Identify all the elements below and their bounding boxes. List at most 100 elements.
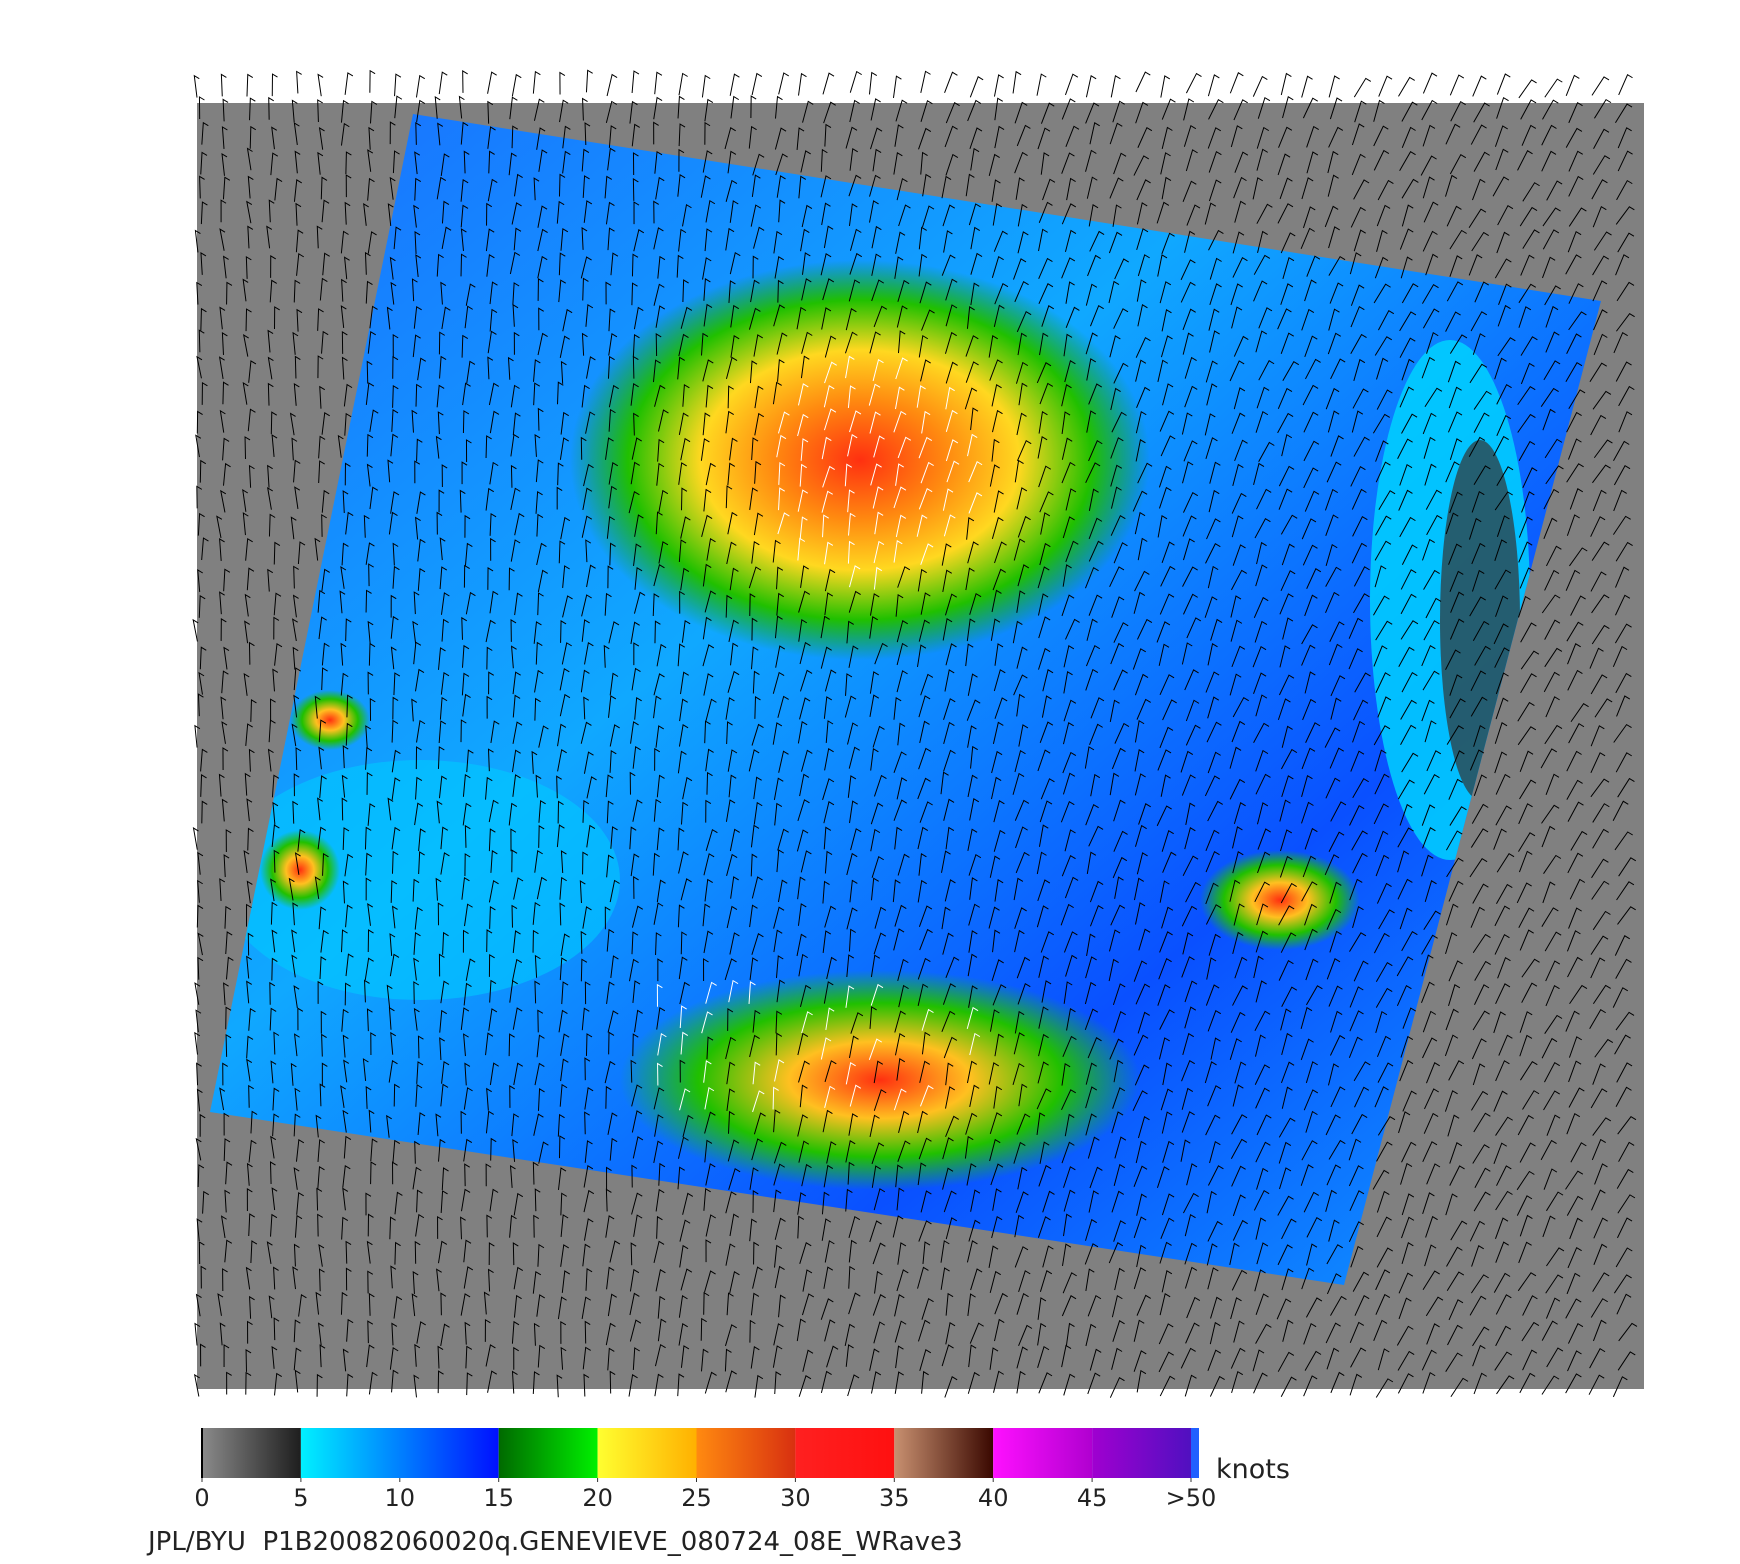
wind-barb [1301,774,1313,798]
wind-barb [702,563,712,587]
wind-barb [1616,1293,1632,1315]
wind-barb [1255,1087,1270,1109]
wind-barb [558,252,566,276]
wind-barb [894,386,905,410]
wind-barb [414,151,421,175]
wind-barb [1305,722,1321,743]
wind-barb [509,1165,516,1188]
wind-barb [608,308,616,332]
wind-barb [1330,801,1347,822]
wind-barb [680,1031,689,1055]
wind-barb [1040,512,1051,535]
wind-barb [1448,880,1464,902]
wind-barb [366,1240,373,1264]
wind-barb [1256,802,1269,825]
wind-barb [435,877,442,901]
wind-barb [772,1345,783,1368]
wind-barb [1421,644,1436,667]
wind-barb [536,127,546,150]
wind-barb [1042,178,1056,201]
wind-barb [1492,176,1510,197]
wind-barb [1277,387,1293,409]
wind-barb [321,667,328,691]
wind-barb [921,1297,934,1320]
wind-barb [1113,1220,1126,1242]
wind-barb [1615,206,1635,225]
wind-barb [773,906,785,929]
wind-barb [1234,956,1248,979]
wind-barb [1255,694,1268,717]
wind-barb [417,357,427,381]
wind-barb [846,852,858,876]
wind-barb [1085,462,1101,484]
wind-barb [1303,1322,1317,1345]
wind-barb [654,150,663,174]
wind-barb [772,1086,779,1110]
wind-barb [609,879,620,903]
wind-barb [242,381,249,405]
wind-barb [822,1109,833,1133]
wind-barb [460,121,469,145]
wind-barb [1329,747,1344,769]
wind-barb [581,227,588,250]
wind-barb [918,619,930,642]
wind-barb [1375,1010,1388,1034]
wind-barb [1422,1270,1440,1291]
wind-barb [872,358,884,382]
wind-barb [874,511,884,535]
wind-barb [774,1265,785,1289]
wind-barb [392,384,399,408]
wind-barb [460,719,467,743]
wind-barb [869,616,878,639]
wind-barb [1018,382,1028,406]
wind-barb [510,433,520,457]
wind-barb [896,1187,905,1211]
wind-barb [1037,566,1050,589]
wind-barb [610,955,619,979]
wind-barb [1158,1323,1174,1345]
wind-barb [776,175,786,198]
wind-barb [1209,330,1220,353]
wind-barb [1327,150,1339,174]
wind-barb [1255,773,1271,795]
wind-barb [989,1138,1001,1162]
wind-barb [1566,1272,1581,1295]
wind-barb [677,173,686,197]
wind-barb [680,801,689,825]
wind-barb [537,278,544,301]
wind-barb [1256,203,1273,224]
wind-barb [1233,387,1246,410]
wind-barb [1544,569,1560,591]
wind-barb [870,98,881,121]
wind-barb [1209,1375,1225,1397]
wind-barb [1036,73,1047,96]
wind-barb [1372,413,1390,434]
wind-barb [633,642,640,666]
wind-barb [725,1036,736,1060]
wind-barb [604,906,611,930]
wind-barb [1207,696,1220,719]
wind-barb [773,1163,785,1186]
wind-barb [680,931,688,955]
wind-barb [487,1370,497,1393]
wind-barb [1253,722,1270,744]
wind-barb [1089,230,1105,252]
wind-barb [629,1319,642,1342]
wind-barb [749,487,758,511]
wind-barb [1305,358,1321,380]
wind-barb [558,173,566,197]
wind-barb [1546,1247,1565,1267]
wind-barb [796,933,807,957]
wind-barb [1568,175,1584,197]
wind-barb [1110,387,1121,411]
wind-barb [893,928,905,951]
wind-barb [630,461,640,485]
wind-barb [1157,254,1168,277]
wind-barb [196,355,203,379]
wind-barb [1373,99,1385,122]
wind-barb [1136,852,1148,875]
wind-barb [413,957,420,981]
wind-barb [367,1213,374,1237]
wind-barb [728,1168,741,1190]
wind-barb [1133,1267,1147,1290]
